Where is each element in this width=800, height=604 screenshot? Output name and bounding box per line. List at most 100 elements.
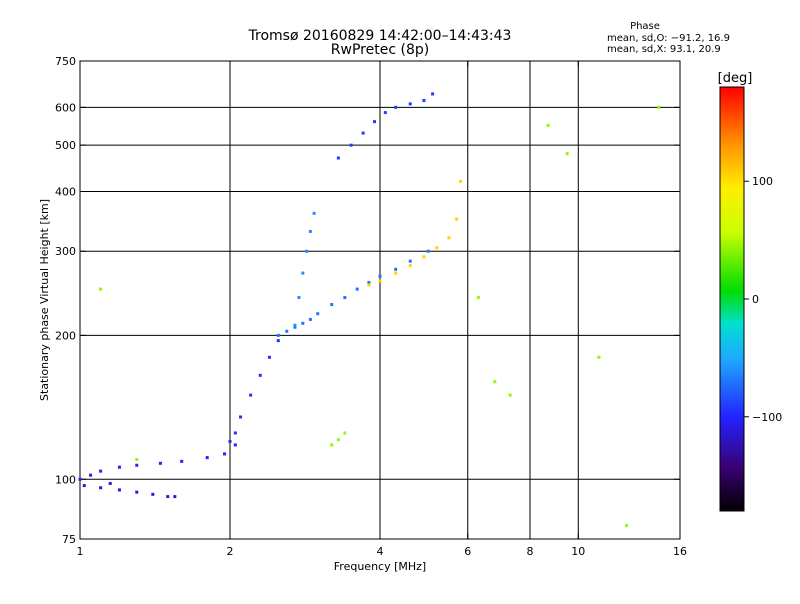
data-point <box>228 439 232 443</box>
data-point <box>330 303 334 307</box>
x-tick-label: 2 <box>227 545 234 558</box>
data-point <box>308 229 312 233</box>
data-point <box>408 259 412 263</box>
data-point <box>99 486 103 490</box>
colorbar-tick-label: −100 <box>752 411 782 424</box>
data-point <box>336 438 340 442</box>
x-tick-label: 16 <box>673 545 687 558</box>
data-point <box>508 393 512 397</box>
data-point <box>367 281 371 285</box>
data-point <box>455 217 459 221</box>
data-point <box>422 99 426 103</box>
data-point <box>233 443 237 447</box>
x-tick-label: 1 <box>77 545 84 558</box>
data-point <box>447 236 451 240</box>
data-point <box>108 481 112 485</box>
data-point <box>301 271 305 275</box>
series-group <box>228 339 280 443</box>
y-axis-label: Stationary phase Virtual Height [km] <box>38 199 51 401</box>
series-group <box>293 211 316 327</box>
data-point <box>89 473 93 477</box>
data-point <box>78 477 82 481</box>
colorbar-tick-label: 0 <box>752 293 759 306</box>
data-point <box>258 373 262 377</box>
data-point <box>565 152 569 156</box>
data-point <box>546 123 550 127</box>
data-point <box>367 283 371 287</box>
series-group <box>367 179 462 287</box>
data-point <box>336 156 340 160</box>
series-group <box>336 92 435 160</box>
data-point <box>394 267 398 271</box>
data-point <box>117 465 121 469</box>
data-point <box>378 279 382 283</box>
tick-layer: 1 2 4 6 8 10 16 75 100 200 300 400 500 600 750 <box>55 55 687 558</box>
x-tick-label: 4 <box>377 545 384 558</box>
data-point <box>135 463 139 467</box>
x-tick-label: 8 <box>527 545 534 558</box>
data-point <box>383 111 387 115</box>
data-point <box>233 431 237 435</box>
colorbar-label: [deg] <box>718 71 753 86</box>
x-tick-label: 6 <box>464 545 471 558</box>
data-point <box>297 296 301 300</box>
data-point <box>657 105 661 109</box>
y-tick-label: 500 <box>55 139 76 152</box>
x-axis-label: Frequency [MHz] <box>334 560 426 573</box>
data-point <box>343 431 347 435</box>
data-point <box>99 287 103 291</box>
data-point <box>99 469 103 473</box>
y-tick-label: 100 <box>55 473 76 486</box>
data-point <box>293 323 297 327</box>
data-point <box>355 287 359 291</box>
data-point <box>343 296 347 300</box>
y-tick-label: 600 <box>55 101 76 114</box>
colorbar <box>719 86 745 512</box>
data-point <box>426 249 430 253</box>
data-point <box>249 393 253 397</box>
data-point <box>408 102 412 106</box>
series-group <box>99 105 661 528</box>
data-point <box>625 524 629 528</box>
data-point <box>431 92 435 96</box>
data-layer <box>78 92 661 528</box>
data-point <box>361 131 365 135</box>
data-point <box>158 461 162 465</box>
data-point <box>476 296 480 300</box>
series-group <box>78 443 237 481</box>
data-point <box>308 317 312 321</box>
data-point <box>276 339 280 343</box>
data-point <box>305 249 309 253</box>
data-point <box>493 380 497 384</box>
data-point <box>293 325 297 329</box>
data-point <box>285 329 289 333</box>
data-point <box>82 484 86 488</box>
data-point <box>301 321 305 325</box>
data-point <box>223 452 227 456</box>
stats-o-line: mean, sd,O: −91.2, 16.9 <box>607 33 730 44</box>
y-tick-label: 200 <box>55 329 76 342</box>
data-point <box>151 492 155 496</box>
data-point <box>180 459 184 463</box>
data-point <box>378 274 382 278</box>
colorbar-tick-label: 100 <box>752 175 773 188</box>
data-point <box>597 355 601 359</box>
colorbar-ticks: 100 0 −100 <box>744 175 782 424</box>
data-point <box>276 333 280 337</box>
grid-layer <box>80 61 680 539</box>
data-point <box>239 415 243 419</box>
data-point <box>312 211 316 215</box>
y-tick-label: 400 <box>55 185 76 198</box>
data-point <box>205 456 209 460</box>
chart-title: Tromsø 20160829 14:42:00–14:43:43 <box>248 28 512 44</box>
data-point <box>458 179 462 183</box>
y-tick-label: 300 <box>55 245 76 258</box>
series-group <box>276 249 430 337</box>
data-point <box>373 120 377 124</box>
data-point <box>135 457 139 461</box>
data-point <box>117 488 121 492</box>
stats-x-line: mean, sd,X: 93.1, 20.9 <box>607 44 721 55</box>
data-point <box>394 271 398 275</box>
